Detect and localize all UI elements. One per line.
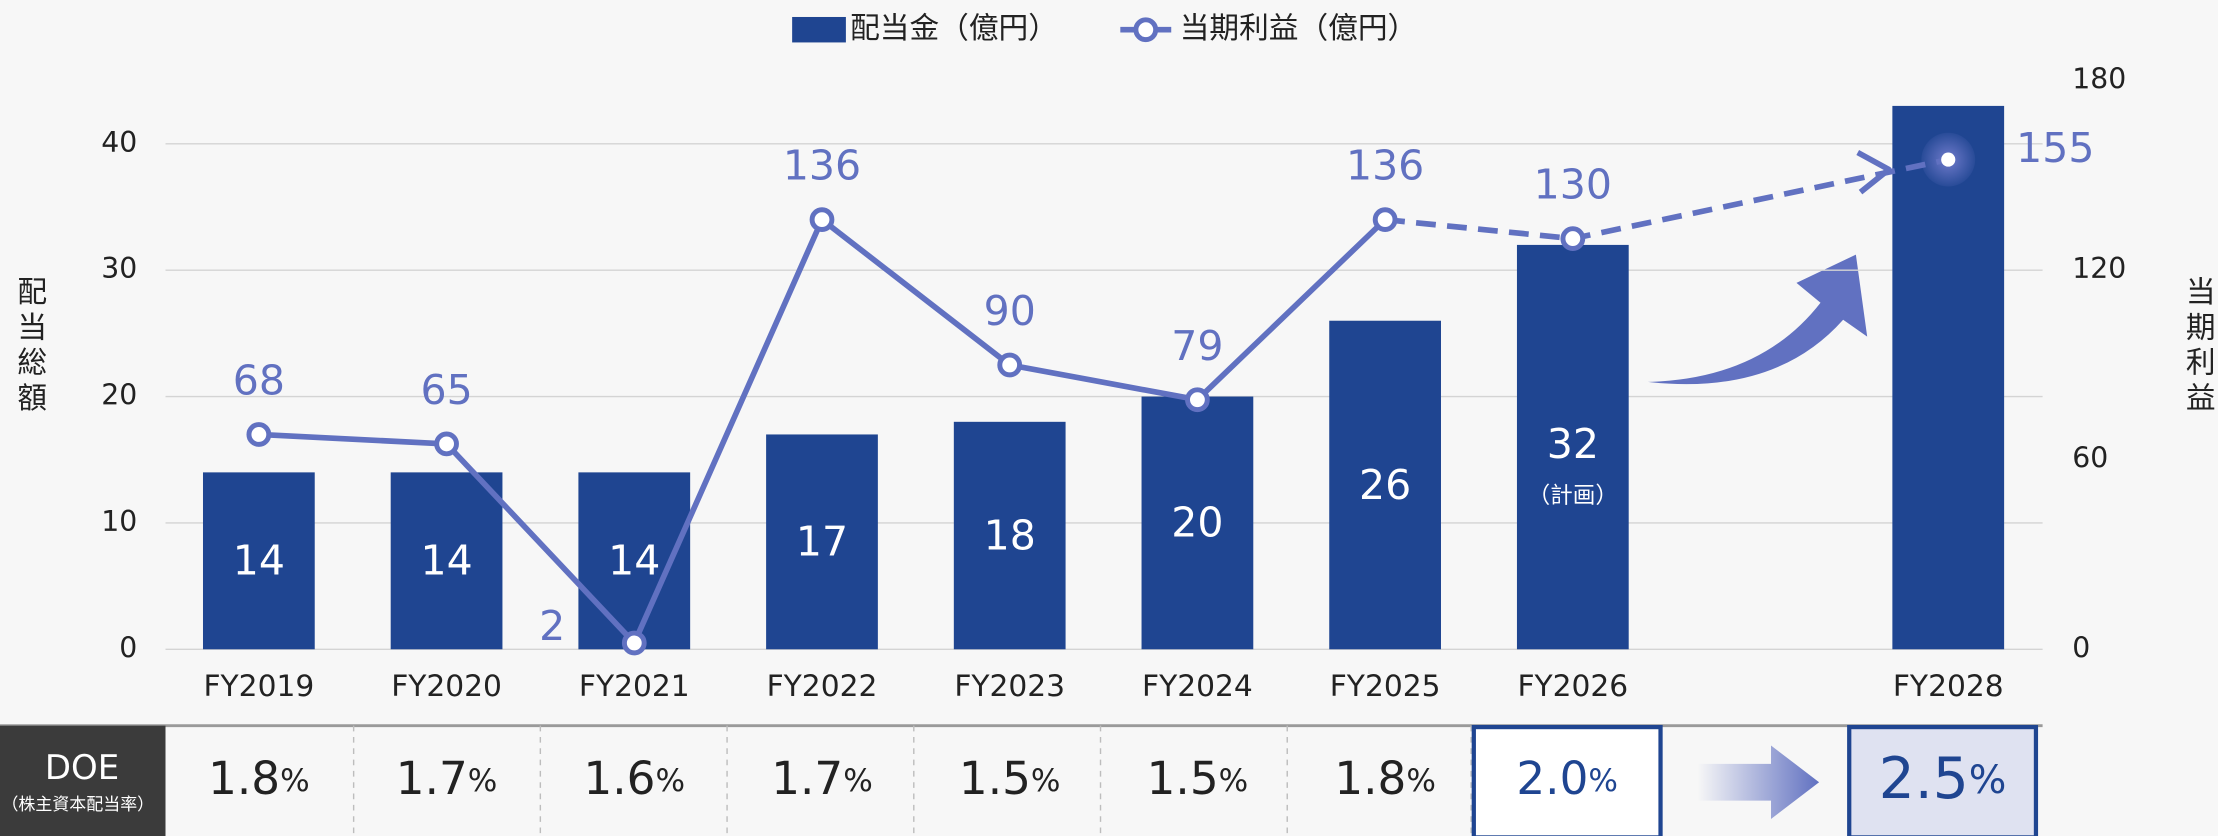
x-tick-label: FY2021 xyxy=(579,669,690,704)
x-tick-label: FY2028 xyxy=(1893,669,2004,704)
line-value-label: 2 xyxy=(539,602,565,650)
doe-value: 1.6% xyxy=(584,752,686,805)
bar-value-label: 20 xyxy=(1171,499,1223,547)
doe-value: 1.8% xyxy=(208,752,310,805)
line-marker xyxy=(809,207,835,233)
doe-unit: % xyxy=(1031,763,1061,799)
bar xyxy=(1141,396,1254,650)
y-axis-title: 配当総額 xyxy=(12,276,47,417)
line-value-label: 68 xyxy=(233,357,285,405)
doe-number: 1.5 xyxy=(959,752,1031,805)
line-value-label: 90 xyxy=(984,287,1036,335)
y2-tick-label: 180 xyxy=(2072,63,2126,96)
doe-number: 1.7 xyxy=(396,752,468,805)
growth-arrow xyxy=(1647,254,1868,385)
bar-annotation: （計画） xyxy=(1528,483,1619,509)
line-value-label: 130 xyxy=(1534,161,1612,209)
doe-value: 1.7% xyxy=(771,752,873,805)
doe-unit: % xyxy=(1406,763,1436,799)
doe-sublabel: （株主資本配当率） xyxy=(1,795,154,815)
bar-value-label: 26 xyxy=(1359,461,1411,509)
doe-value: 1.5% xyxy=(959,752,1061,805)
doe-unit: % xyxy=(1219,763,1249,799)
doe-unit: % xyxy=(655,763,685,799)
doe-unit: % xyxy=(843,763,873,799)
line-marker xyxy=(434,431,459,457)
bar-value-label: 17 xyxy=(796,518,848,566)
line-marker xyxy=(1560,226,1586,251)
x-tick-label: FY2025 xyxy=(1330,669,1441,704)
bar xyxy=(1329,320,1441,650)
line-value-label: 65 xyxy=(420,366,472,414)
y-tick-label: 0 xyxy=(119,631,137,664)
doe-highlight-box xyxy=(1847,724,2039,836)
bar xyxy=(953,421,1066,650)
line-marker xyxy=(1941,152,1956,167)
line-marker xyxy=(246,422,272,447)
x-tick-label: FY2020 xyxy=(391,669,502,704)
doe-value: 1.8% xyxy=(1334,752,1436,805)
y-tick-label: 20 xyxy=(101,379,137,412)
bar-value-label: 14 xyxy=(420,537,472,585)
y2-tick-label: 60 xyxy=(2072,442,2108,475)
bar-value-label: 14 xyxy=(608,537,660,585)
doe-number: 2.5 xyxy=(1879,746,1969,812)
y2-tick-label: 0 xyxy=(2072,631,2090,664)
doe-number: 2.0 xyxy=(1516,752,1588,805)
doe-header-bg xyxy=(0,725,166,836)
line-marker xyxy=(1372,207,1398,233)
doe-number: 1.5 xyxy=(1147,752,1219,805)
y-tick-label: 10 xyxy=(101,505,137,538)
line-value-label: 136 xyxy=(783,142,861,190)
doe-value: 1.7% xyxy=(396,752,498,805)
doe-unit: % xyxy=(1969,757,2007,803)
legend-label: 配当金（億円） xyxy=(850,11,1058,46)
bar xyxy=(202,472,315,650)
line-marker xyxy=(997,352,1023,378)
doe-number: 1.8 xyxy=(208,752,280,805)
line-arrowhead xyxy=(1856,150,1892,195)
bar-value-label: 14 xyxy=(233,537,285,585)
doe-number: 1.8 xyxy=(1334,752,1406,805)
line-marker xyxy=(1185,387,1210,413)
line-value-label: 136 xyxy=(1346,142,1424,190)
doe-label: DOE xyxy=(45,748,119,788)
doe-highlight-box xyxy=(1471,724,1663,836)
bar xyxy=(766,434,878,650)
doe-unit: % xyxy=(468,763,498,799)
doe-unit: % xyxy=(1588,763,1618,799)
bar-value-label: 32 xyxy=(1547,420,1599,468)
bar xyxy=(1892,105,2005,650)
y2-tick-label: 120 xyxy=(2072,252,2126,285)
legend-marker xyxy=(1133,17,1159,43)
doe-value: 2.0% xyxy=(1516,752,1618,805)
y2-axis-title: 当期利益 xyxy=(2180,276,2215,417)
doe-number: 1.7 xyxy=(771,752,843,805)
x-tick-label: FY2023 xyxy=(954,669,1065,704)
doe-value: 1.5% xyxy=(1147,752,1249,805)
doe-number: 1.6 xyxy=(584,752,656,805)
x-tick-label: FY2026 xyxy=(1517,669,1628,704)
x-tick-label: FY2019 xyxy=(203,669,314,704)
doe-arrow xyxy=(1697,745,1820,820)
line-marker xyxy=(621,630,647,656)
x-tick-label: FY2024 xyxy=(1142,669,1253,704)
doe-unit: % xyxy=(280,763,310,799)
bar xyxy=(1516,244,1629,650)
bar xyxy=(390,472,503,650)
line-value-label: 79 xyxy=(1171,322,1223,370)
legend-swatch xyxy=(792,16,846,43)
y-tick-label: 30 xyxy=(101,252,137,285)
y-tick-label: 40 xyxy=(101,126,137,159)
doe-value: 2.5% xyxy=(1879,746,2007,812)
bar-value-label: 18 xyxy=(984,511,1036,559)
x-tick-label: FY2022 xyxy=(767,669,878,704)
legend-label: 当期利益（億円） xyxy=(1180,11,1417,46)
line-value-label: 155 xyxy=(2016,124,2094,172)
